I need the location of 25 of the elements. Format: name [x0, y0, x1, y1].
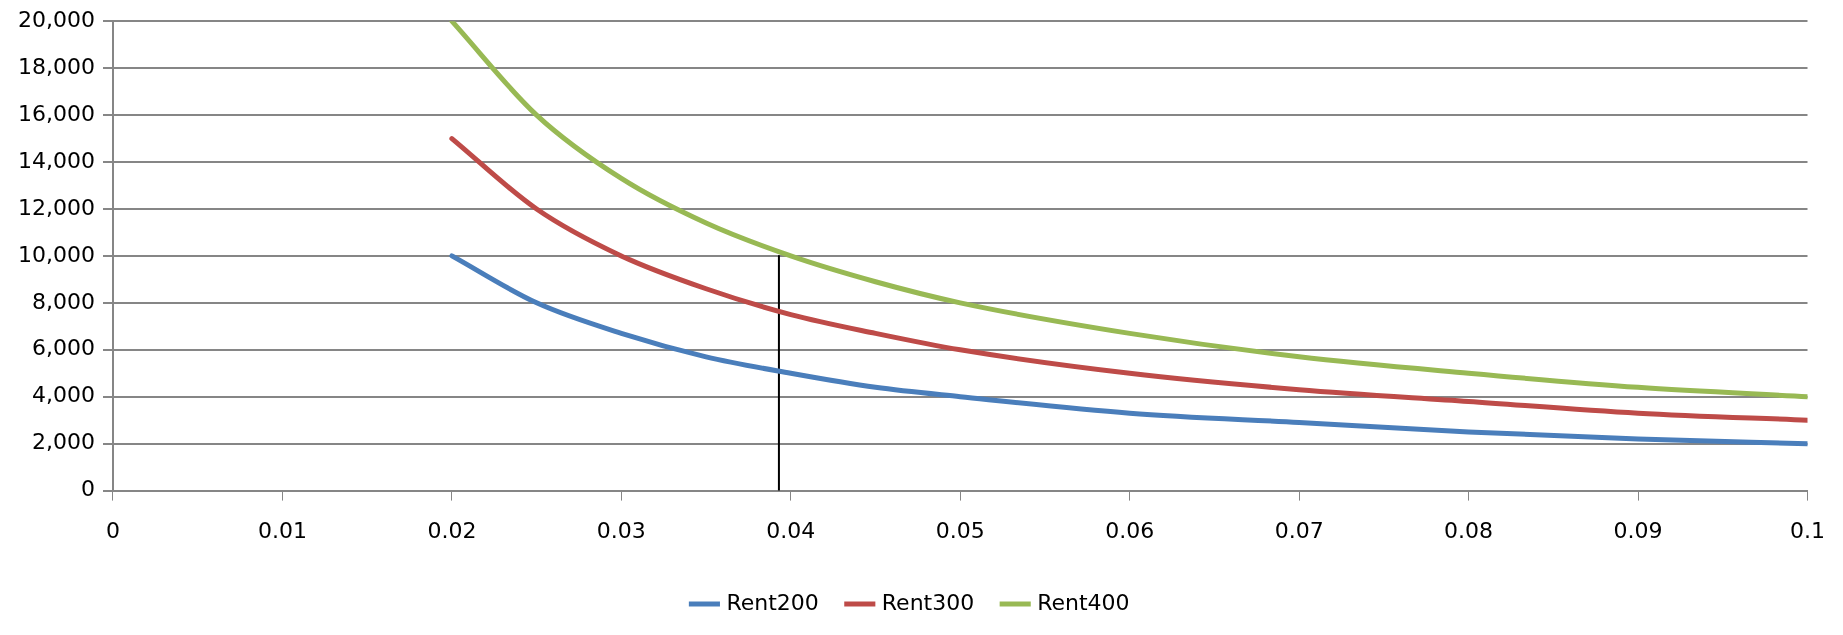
y-tick-label: 8,000: [31, 288, 95, 314]
x-tick-label: 0.05: [935, 517, 985, 543]
y-tick-label: 16,000: [17, 100, 95, 126]
x-tick-label: 0.06: [1105, 517, 1155, 543]
y-tick-label: 10,000: [17, 241, 95, 267]
x-tick-label: 0.02: [427, 517, 477, 543]
legend-label: Rent400: [1037, 589, 1130, 615]
x-tick-label: 0.1: [1790, 517, 1826, 543]
y-tick-label: 12,000: [17, 194, 95, 220]
y-tick-label: 6,000: [31, 335, 95, 361]
y-tick-label: 20,000: [17, 6, 95, 32]
y-tick-label: 0: [80, 476, 95, 502]
y-tick-label: 14,000: [17, 147, 95, 173]
y-tick-label: 18,000: [17, 53, 95, 79]
legend-label: Rent300: [881, 589, 975, 615]
x-tick-label: 0.04: [766, 517, 816, 543]
y-tick-label: 4,000: [31, 382, 95, 408]
y-tick-label: 2,000: [31, 429, 95, 455]
x-tick-label: 0.03: [596, 517, 646, 543]
x-tick-label: 0.01: [257, 517, 307, 543]
x-tick-label: 0.08: [1444, 517, 1494, 543]
x-tick-label: 0.09: [1613, 517, 1663, 543]
x-tick-label: 0: [105, 517, 120, 543]
legend-label: Rent200: [726, 589, 819, 615]
x-tick-label: 0.07: [1274, 517, 1324, 543]
